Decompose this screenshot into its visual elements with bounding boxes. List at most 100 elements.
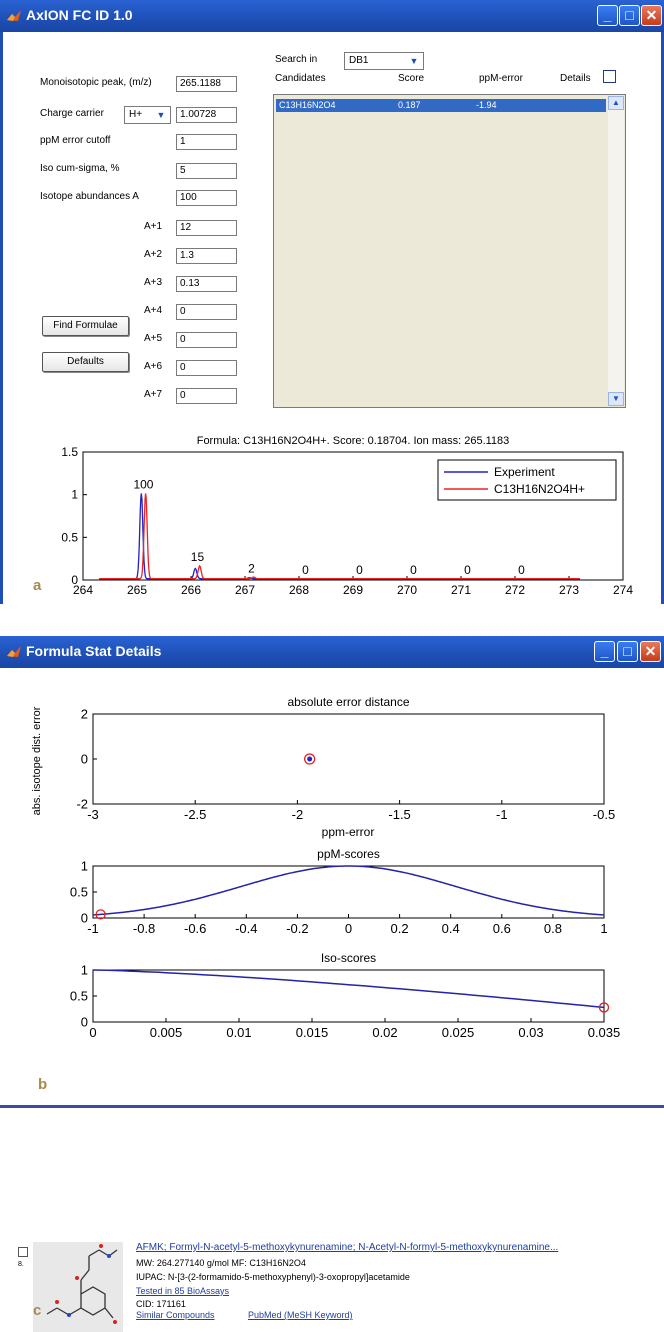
peak-label: 0 — [302, 563, 309, 577]
panel-letter-a: a — [33, 577, 42, 594]
db-select[interactable]: DB1 ▼ — [344, 52, 424, 70]
x-tick-label: 0.005 — [150, 1025, 183, 1040]
panel-letter-b: b — [38, 1076, 48, 1093]
axion-titlebar: AxION FC ID 1.0 _ □ ✕ — [0, 0, 664, 32]
y-tick-label: 0.5 — [61, 530, 78, 544]
pubmed-link[interactable]: PubMed (MeSH Keyword) — [248, 1310, 353, 1320]
y-tick-label: 0 — [81, 910, 88, 925]
iupac-line: IUPAC: N-[3-(2-formamido-5-methoxyphenyl… — [136, 1272, 410, 1282]
iso-sigma-input[interactable]: 5 — [176, 163, 237, 179]
iso-curve — [92, 969, 605, 1009]
x-tick-label: -0.6 — [184, 921, 206, 936]
legend-label: C13H16N2O4H+ — [494, 482, 585, 496]
molecule-structure-image — [33, 1242, 123, 1332]
isotope-input[interactable]: 0 — [176, 332, 237, 348]
plot-frame — [92, 865, 605, 919]
chart-title: ppM-scores — [317, 847, 380, 861]
peak-label: 0 — [518, 563, 525, 577]
x-tick-label: -0.8 — [133, 921, 155, 936]
db-selected: DB1 — [349, 55, 369, 66]
x-tick-label: 273 — [559, 583, 579, 597]
data-point — [304, 753, 316, 765]
minimize-button[interactable]: _ — [597, 5, 618, 26]
bioassays-link[interactable]: Tested in 85 BioAssays — [136, 1286, 230, 1296]
x-tick-label: 0.035 — [588, 1025, 621, 1040]
candidates-scrollbar[interactable]: ▲ ▼ — [608, 96, 624, 406]
isotope-input[interactable]: 0.13 — [176, 276, 237, 292]
compound-title-link[interactable]: AFMK; Formyl-N-acetyl-5-methoxykynurenam… — [136, 1242, 559, 1253]
x-tick-label: 266 — [181, 583, 201, 597]
x-tick-label: -0.5 — [593, 807, 615, 822]
iso-abund-input[interactable]: 100 — [176, 190, 237, 206]
abs-error-chart: -3 -2.5 -2 -1.5 -1 -0.5 -2 0 2 absolute error dis… — [31, 695, 615, 839]
candidates-header: Candidates — [275, 73, 326, 84]
x-tick-label: 269 — [343, 583, 363, 597]
peak-label: 0 — [356, 563, 363, 577]
x-tick-label: -0.2 — [286, 921, 308, 936]
stat-titlebar: Formula Stat Details _ □ ✕ — [0, 636, 664, 668]
find-formulae-button[interactable]: Find Formulae — [42, 316, 129, 336]
charge-carrier-input[interactable]: 1.00728 — [176, 107, 237, 123]
isotope-input[interactable]: 1.3 — [176, 248, 237, 264]
cid-line: CID: 171161 — [136, 1299, 186, 1309]
x-tick-label: 0.4 — [442, 921, 460, 936]
monoisotopic-label: Monoisotopic peak, (m/z) — [40, 77, 152, 88]
result-checkbox[interactable] — [18, 1247, 28, 1257]
x-tick-label: 274 — [613, 583, 633, 597]
ppm-cutoff-label: ppM error cutoff — [40, 135, 111, 146]
chart-title: Formula: C13H16N2O4H+. Score: 0.18704. I… — [197, 435, 510, 447]
candidates-list[interactable]: C13H16N2O4 0.187 -1.94 ▲ ▼ — [273, 94, 626, 408]
isotope-input[interactable]: 0 — [176, 360, 237, 376]
x-tick-label: 0.015 — [296, 1025, 329, 1040]
x-tick-label: 0.03 — [518, 1025, 543, 1040]
x-tick-label: 1 — [600, 921, 607, 936]
details-checkbox[interactable] — [603, 70, 616, 83]
x-tick-label: 272 — [505, 583, 525, 597]
iso-sigma-label: Iso cum-sigma, % — [40, 163, 120, 174]
maximize-button[interactable]: □ — [619, 5, 640, 26]
y-tick-label: 0 — [71, 573, 78, 587]
isotope-input[interactable]: 12 — [176, 220, 237, 236]
charge-carrier-select[interactable]: H+ ▼ — [124, 106, 171, 124]
candidate-row[interactable]: C13H16N2O4 0.187 -1.94 — [276, 99, 606, 112]
x-tick-label: 270 — [397, 583, 417, 597]
isotope-label: A+1 — [144, 221, 163, 232]
isotope-input[interactable]: 0 — [176, 388, 237, 404]
defaults-button[interactable]: Defaults — [42, 352, 129, 372]
x-tick-label: 0.02 — [372, 1025, 397, 1040]
x-tick-label: 271 — [451, 583, 471, 597]
peak-label: 0 — [464, 563, 471, 577]
plot-frame — [82, 451, 624, 581]
series-line — [99, 493, 580, 580]
x-tick-label: 0.8 — [544, 921, 562, 936]
close-button[interactable]: ✕ — [640, 641, 661, 662]
search-in-label: Search in — [275, 54, 318, 65]
x-tick-label: -1 — [496, 807, 508, 822]
y-tick-label: 0 — [81, 751, 88, 766]
y-tick-label: 1 — [81, 962, 88, 977]
isotope-label: A+5 — [144, 333, 163, 344]
scroll-up-icon[interactable]: ▲ — [608, 96, 624, 110]
ppm-cutoff-input[interactable]: 1 — [176, 134, 237, 150]
x-tick-label: -2.5 — [184, 807, 206, 822]
maximize-button[interactable]: □ — [617, 641, 638, 662]
x-axis-label: ppm-error — [322, 825, 375, 839]
y-tick-label: 0.5 — [70, 884, 88, 899]
close-button[interactable]: ✕ — [641, 5, 662, 26]
window-title: AxION FC ID 1.0 — [26, 7, 133, 23]
candidate-formula: C13H16N2O4 — [279, 100, 336, 110]
isotope-label: A+2 — [144, 249, 163, 260]
monoisotopic-input[interactable]: 265.1188 — [176, 76, 237, 92]
y-tick-label: 1 — [71, 488, 78, 502]
peak-label: 0 — [410, 563, 417, 577]
legend-box — [437, 459, 617, 501]
isotope-input[interactable]: 0 — [176, 304, 237, 320]
iso-scores-chart: 0 0.005 0.01 0.015 0.02 0.025 0.03 0.035 0 0.5 1 Is… — [70, 951, 621, 1040]
scroll-down-icon[interactable]: ▼ — [608, 392, 624, 406]
matlab-icon — [7, 646, 21, 657]
chevron-down-icon: ▼ — [409, 56, 419, 66]
minimize-button[interactable]: _ — [594, 641, 615, 662]
result-index: 8. — [18, 1261, 24, 1268]
ppm-curve — [92, 865, 605, 916]
similar-compounds-link[interactable]: Similar Compounds — [136, 1310, 215, 1320]
